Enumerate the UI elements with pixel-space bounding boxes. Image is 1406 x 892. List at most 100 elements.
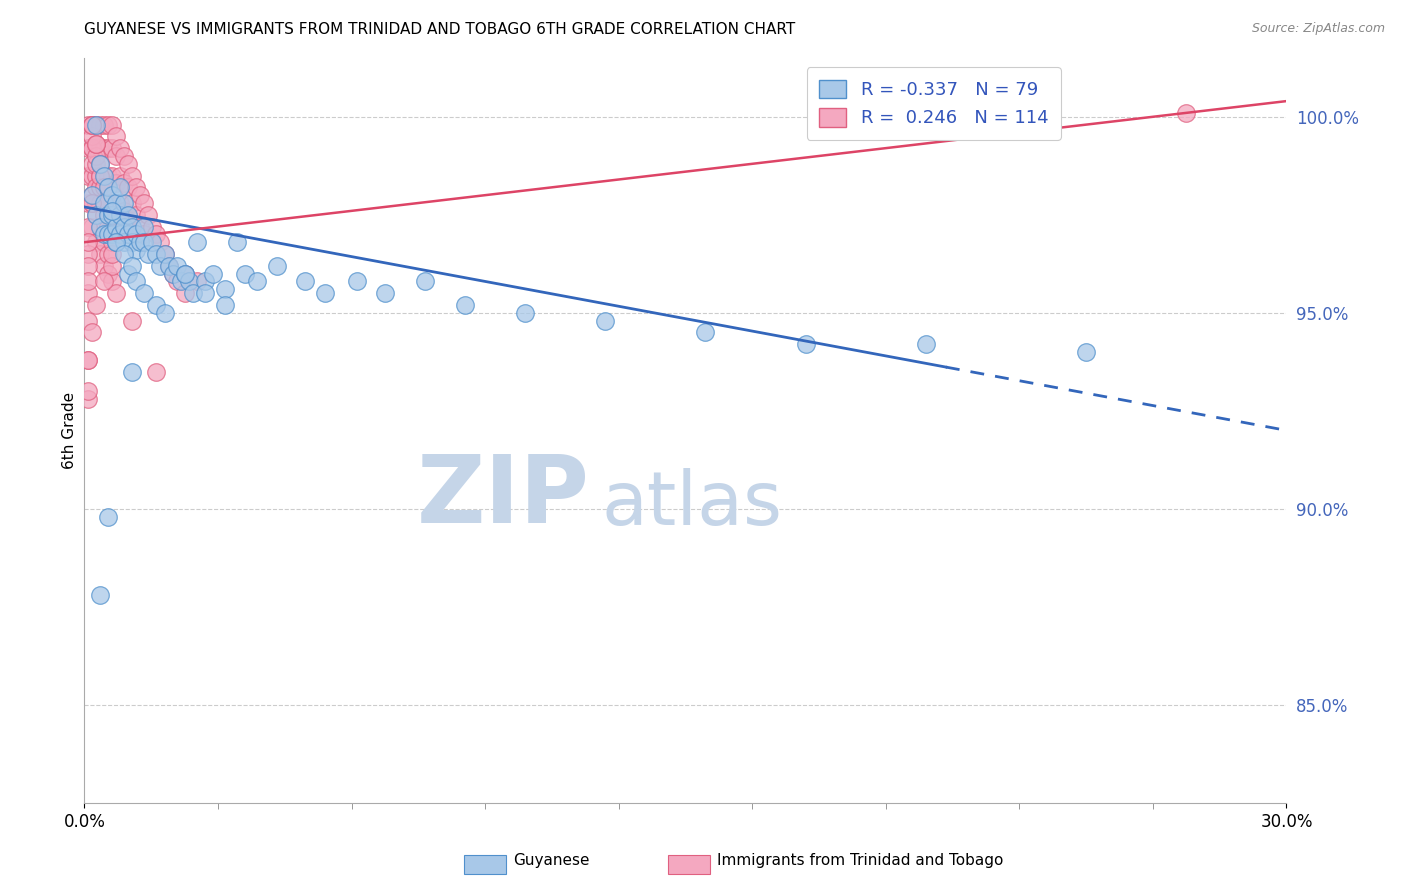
Point bbox=[86, 118, 108, 132]
Point bbox=[93, 235, 115, 250]
Point bbox=[454, 298, 477, 312]
Point bbox=[134, 227, 156, 242]
Point bbox=[266, 259, 288, 273]
Point bbox=[117, 208, 139, 222]
Point bbox=[105, 129, 128, 144]
Point bbox=[129, 235, 152, 250]
Point bbox=[105, 208, 128, 222]
Point bbox=[82, 129, 104, 144]
Point bbox=[97, 208, 120, 222]
Point bbox=[77, 259, 100, 273]
Point bbox=[86, 208, 108, 222]
Point bbox=[141, 219, 163, 234]
Point bbox=[82, 157, 104, 171]
Point bbox=[77, 286, 100, 301]
Point bbox=[86, 137, 108, 152]
Point bbox=[82, 196, 104, 211]
Point bbox=[134, 235, 156, 250]
Point bbox=[101, 169, 124, 183]
Point bbox=[141, 235, 163, 250]
Y-axis label: 6th Grade: 6th Grade bbox=[62, 392, 77, 469]
Point bbox=[225, 235, 247, 250]
Point bbox=[97, 141, 120, 155]
Point bbox=[89, 196, 111, 211]
Point bbox=[105, 286, 128, 301]
Point bbox=[121, 196, 143, 211]
Point bbox=[101, 188, 124, 202]
Point bbox=[82, 188, 104, 202]
Point bbox=[86, 298, 108, 312]
Point bbox=[89, 169, 111, 183]
Point bbox=[114, 247, 135, 261]
Point bbox=[82, 141, 104, 155]
Point bbox=[93, 196, 115, 211]
Point bbox=[89, 118, 111, 132]
Point bbox=[125, 208, 148, 222]
Point bbox=[794, 337, 817, 351]
Point bbox=[134, 219, 156, 234]
Point bbox=[1076, 345, 1098, 359]
Point bbox=[110, 141, 132, 155]
Point bbox=[97, 208, 120, 222]
Point bbox=[134, 196, 156, 211]
Point bbox=[110, 169, 132, 183]
Point bbox=[101, 227, 124, 242]
Point bbox=[149, 259, 172, 273]
Point bbox=[153, 306, 176, 320]
Point bbox=[77, 118, 100, 132]
Point bbox=[77, 352, 100, 367]
Point bbox=[194, 286, 217, 301]
Point bbox=[246, 275, 269, 289]
Point bbox=[413, 275, 436, 289]
Point bbox=[121, 259, 143, 273]
Point bbox=[77, 235, 100, 250]
Point bbox=[125, 275, 148, 289]
Point bbox=[125, 243, 148, 257]
Point bbox=[105, 203, 128, 218]
Point bbox=[97, 227, 120, 242]
Point bbox=[82, 118, 104, 132]
Point bbox=[89, 196, 111, 211]
Point bbox=[105, 196, 128, 211]
Point bbox=[374, 286, 396, 301]
Point bbox=[153, 247, 176, 261]
Point bbox=[105, 177, 128, 191]
Point bbox=[145, 298, 167, 312]
Point bbox=[173, 286, 195, 301]
Point bbox=[82, 118, 104, 132]
Text: ZIP: ZIP bbox=[416, 451, 589, 543]
Point bbox=[82, 141, 104, 155]
Point bbox=[173, 267, 195, 281]
Point bbox=[101, 235, 124, 250]
Text: Immigrants from Trinidad and Tobago: Immigrants from Trinidad and Tobago bbox=[717, 854, 1004, 868]
Point bbox=[89, 219, 111, 234]
Point bbox=[77, 247, 100, 261]
Point bbox=[125, 180, 148, 194]
Point bbox=[121, 235, 143, 250]
Point bbox=[89, 169, 111, 183]
Point bbox=[153, 247, 176, 261]
Point bbox=[86, 118, 108, 132]
Legend: R = -0.337   N = 79, R =  0.246   N = 114: R = -0.337 N = 79, R = 0.246 N = 114 bbox=[807, 67, 1062, 140]
Point bbox=[201, 267, 224, 281]
Point bbox=[77, 275, 100, 289]
Point bbox=[97, 169, 120, 183]
Point bbox=[314, 286, 336, 301]
Point bbox=[181, 286, 204, 301]
Point bbox=[89, 247, 111, 261]
Point bbox=[114, 177, 135, 191]
Point bbox=[346, 275, 368, 289]
Point bbox=[117, 157, 139, 171]
Point bbox=[125, 227, 148, 242]
Point bbox=[89, 141, 111, 155]
Point bbox=[93, 141, 115, 155]
Text: GUYANESE VS IMMIGRANTS FROM TRINIDAD AND TOBAGO 6TH GRADE CORRELATION CHART: GUYANESE VS IMMIGRANTS FROM TRINIDAD AND… bbox=[84, 22, 796, 37]
Point bbox=[129, 219, 152, 234]
Point bbox=[110, 208, 132, 222]
Point bbox=[138, 247, 160, 261]
Point bbox=[82, 188, 104, 202]
Point bbox=[77, 196, 100, 211]
Point bbox=[110, 196, 132, 211]
Point bbox=[97, 196, 120, 211]
Point bbox=[97, 118, 120, 132]
